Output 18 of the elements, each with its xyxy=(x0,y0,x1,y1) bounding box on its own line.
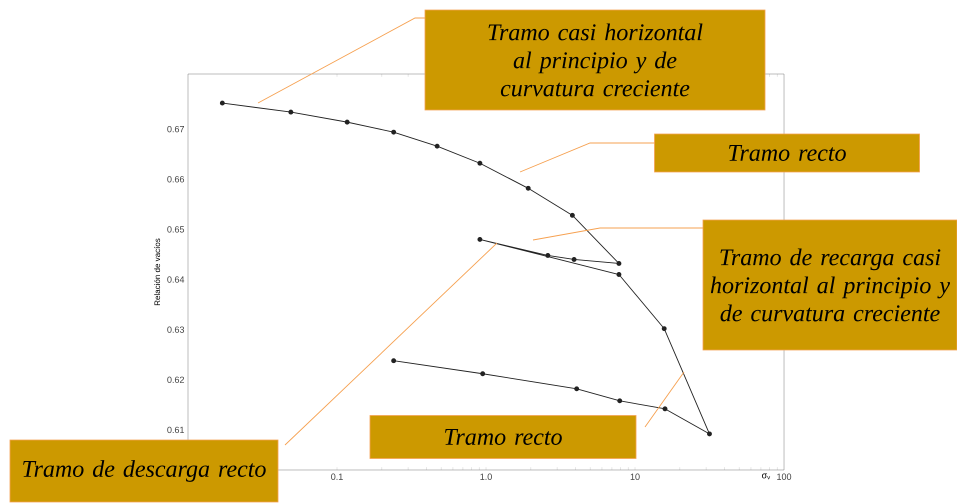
x-tick-label: 10 xyxy=(630,474,640,480)
annotation: Tramo de descarga recto xyxy=(23,460,266,482)
annotation: Tramo recto xyxy=(729,145,846,161)
y-tick-label: 0.67 xyxy=(167,126,184,132)
annotation: Tramo recto xyxy=(445,429,562,445)
y-tick-label: 0.64 xyxy=(167,276,184,283)
x-tick-label: 0.1 xyxy=(331,474,343,480)
annotation: Tramo de recarga casi horizontal al principio y de curvatura creciente xyxy=(710,248,950,322)
x-axis-title: σ$_{v}$ xyxy=(762,474,770,480)
x-tick-label: 100 xyxy=(777,474,792,480)
y-tick-label: 0.61 xyxy=(167,426,184,434)
y-axis-title: Relación de vacíos xyxy=(154,238,160,306)
y-tick-label: 0.66 xyxy=(167,176,184,182)
x-tick-label: 1.0 xyxy=(480,474,492,480)
y-tick-label: 0.62 xyxy=(167,376,184,383)
annotation: Tramo casi horizontal al principio y de curvatura creciente xyxy=(488,24,702,96)
y-tick-label: 0.63 xyxy=(167,326,184,333)
y-tick-label: 0.65 xyxy=(167,226,184,233)
